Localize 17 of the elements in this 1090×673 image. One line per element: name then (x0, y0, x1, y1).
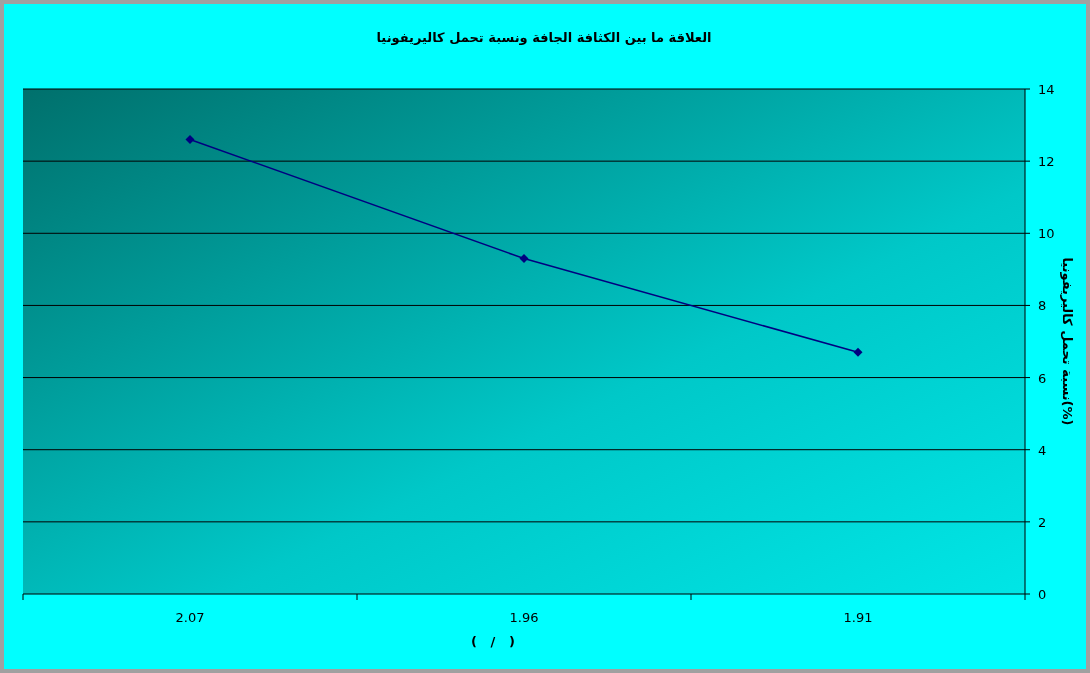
x-tick-label: 1.91 (843, 610, 873, 625)
y-tick-label: 10 (1038, 226, 1055, 242)
point (853, 347, 863, 357)
point (519, 254, 529, 264)
x-tick-label: 1.96 (509, 610, 539, 625)
chart-title: العلاقة ما بين الكثافة الجافة ونسبة تحمل كاليريفونيا (376, 30, 712, 45)
x-tick-label: 2.07 (175, 610, 205, 625)
y-tick-label: 4 (1038, 442, 1047, 458)
y-tick-label: 14 (1038, 82, 1055, 97)
y-tick-label: 8 (1038, 298, 1047, 314)
point (185, 135, 195, 144)
y-tick-label: 2 (1038, 514, 1047, 530)
y-tick-label: 12 (1038, 154, 1055, 170)
y-tick-label: 6 (1038, 370, 1047, 386)
y-axis-title: نسبة تحمل كاليريفونيا(%) (1060, 257, 1075, 426)
x-axis-title: ( / ) (471, 634, 515, 649)
y-tick-label: 0 (1038, 587, 1047, 602)
